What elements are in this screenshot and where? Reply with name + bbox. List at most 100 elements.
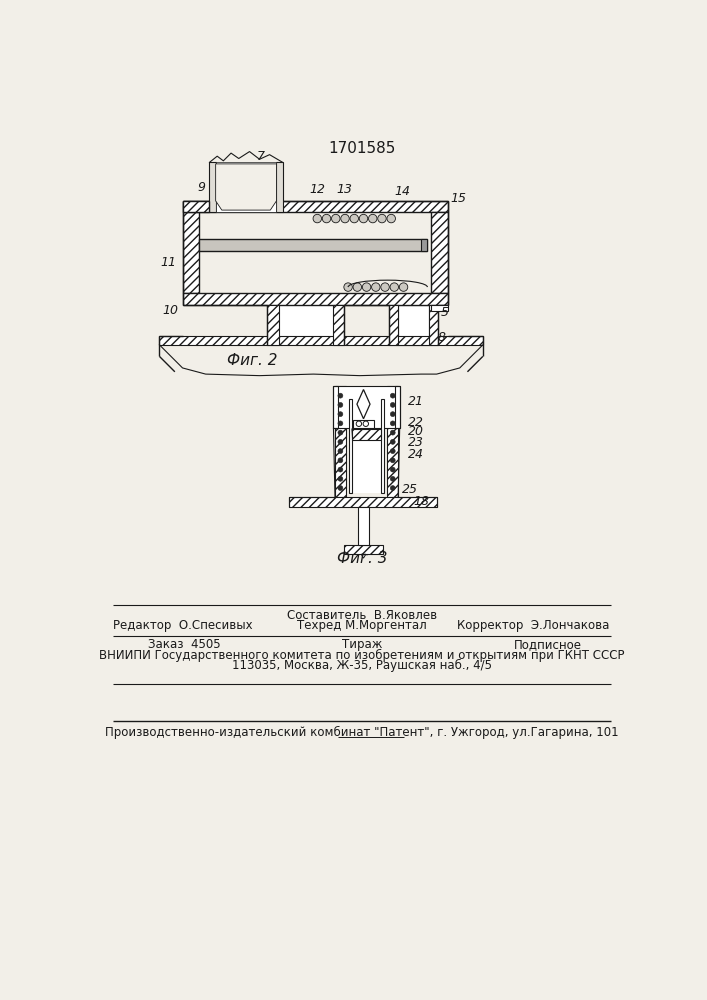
Bar	[338, 386, 395, 428]
Bar	[381, 399, 385, 493]
Circle shape	[338, 486, 343, 491]
Circle shape	[363, 421, 368, 426]
Bar	[333, 305, 344, 345]
Circle shape	[390, 439, 395, 444]
Text: 14: 14	[394, 185, 410, 198]
Bar	[349, 399, 352, 493]
Bar	[182, 201, 448, 212]
Circle shape	[368, 214, 377, 223]
Circle shape	[381, 283, 390, 291]
Bar	[389, 305, 398, 345]
Text: 13: 13	[337, 183, 352, 196]
Circle shape	[338, 449, 343, 454]
Circle shape	[390, 283, 399, 291]
Text: 23: 23	[408, 436, 424, 449]
Text: 21: 21	[408, 395, 424, 408]
Polygon shape	[361, 554, 366, 558]
Bar	[387, 386, 398, 497]
Circle shape	[350, 214, 358, 223]
Circle shape	[378, 214, 386, 223]
Text: Редактор  О.Спесивых: Редактор О.Спесивых	[112, 619, 252, 632]
Circle shape	[344, 283, 352, 291]
Circle shape	[399, 283, 408, 291]
Text: 9: 9	[197, 181, 205, 194]
Circle shape	[353, 283, 361, 291]
Bar	[358, 507, 369, 545]
Bar	[395, 386, 399, 428]
Bar	[352, 399, 381, 493]
Circle shape	[390, 476, 395, 481]
Bar	[279, 305, 333, 345]
Text: Фиг. 3: Фиг. 3	[337, 551, 387, 566]
Circle shape	[390, 458, 395, 463]
Bar	[288, 497, 437, 507]
Text: ВНИИПИ Государственного комитета по изобретениям и открытиям при ГКНТ СССР: ВНИИПИ Государственного комитета по изоб…	[99, 649, 625, 662]
Circle shape	[313, 214, 322, 223]
Bar	[344, 545, 382, 554]
Text: 20: 20	[408, 425, 424, 438]
Circle shape	[362, 283, 370, 291]
Text: 24: 24	[408, 448, 424, 461]
Polygon shape	[357, 389, 370, 419]
Circle shape	[390, 486, 395, 491]
Text: 10: 10	[162, 304, 178, 317]
Bar	[182, 293, 448, 305]
Circle shape	[387, 214, 395, 223]
Circle shape	[356, 421, 361, 426]
Text: Подписное: Подписное	[514, 638, 582, 651]
Text: 18: 18	[414, 495, 430, 508]
Text: Заказ  4505: Заказ 4505	[148, 638, 221, 651]
Circle shape	[390, 402, 395, 407]
Text: Тираж: Тираж	[341, 638, 382, 651]
Bar	[276, 162, 283, 212]
Text: 12: 12	[309, 183, 325, 196]
Bar	[431, 305, 448, 311]
Circle shape	[341, 214, 349, 223]
Text: 7: 7	[257, 150, 265, 163]
Circle shape	[359, 214, 368, 223]
Bar	[267, 305, 279, 345]
Text: 113035, Москва, Ж-35, Раушская наб., 4/5: 113035, Москва, Ж-35, Раушская наб., 4/5	[232, 659, 492, 672]
Text: Фиг. 2: Фиг. 2	[226, 353, 277, 368]
Circle shape	[390, 412, 395, 417]
Circle shape	[338, 412, 343, 417]
Bar	[431, 212, 448, 293]
Circle shape	[332, 214, 340, 223]
Bar	[354, 420, 373, 428]
Circle shape	[338, 476, 343, 481]
Text: 5: 5	[440, 306, 448, 319]
Bar	[352, 429, 381, 440]
Bar	[199, 239, 428, 251]
Bar	[421, 239, 428, 251]
Bar	[335, 386, 346, 497]
Polygon shape	[352, 429, 380, 440]
Bar	[209, 162, 216, 212]
Circle shape	[338, 467, 343, 472]
Text: 25: 25	[402, 483, 418, 496]
Circle shape	[338, 393, 343, 398]
Bar	[182, 201, 209, 212]
Text: 8: 8	[438, 331, 446, 344]
Bar	[182, 212, 199, 293]
Circle shape	[390, 393, 395, 398]
Circle shape	[338, 421, 343, 426]
Bar	[429, 305, 438, 345]
Text: Производственно-издательский комбинат "Патент", г. Ужгород, ул.Гагарина, 101: Производственно-издательский комбинат "П…	[105, 726, 619, 739]
Text: 22: 22	[408, 416, 424, 429]
Bar	[199, 212, 431, 293]
Text: Корректор  Э.Лончакова: Корректор Э.Лончакова	[457, 619, 609, 632]
Circle shape	[390, 467, 395, 472]
Text: 11: 11	[160, 256, 177, 269]
Text: Составитель  В.Яковлев: Составитель В.Яковлев	[287, 609, 437, 622]
Bar	[216, 162, 276, 212]
Text: Техред М.Моргентал: Техред М.Моргентал	[297, 619, 427, 632]
Circle shape	[338, 402, 343, 407]
Bar	[160, 336, 483, 345]
Circle shape	[390, 430, 395, 435]
Text: 1701585: 1701585	[328, 141, 396, 156]
Circle shape	[322, 214, 331, 223]
Circle shape	[338, 430, 343, 435]
Circle shape	[338, 458, 343, 463]
Circle shape	[372, 283, 380, 291]
Circle shape	[338, 439, 343, 444]
